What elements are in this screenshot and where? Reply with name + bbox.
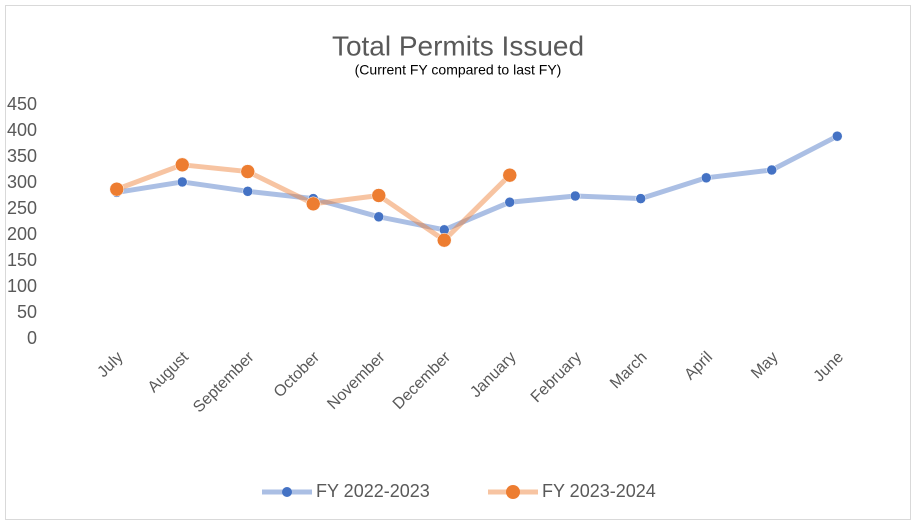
- legend-marker: [282, 487, 292, 497]
- chart-border: [5, 5, 911, 520]
- data-point: [832, 130, 843, 142]
- chart-subtitle: (Current FY compared to last FY): [355, 62, 562, 78]
- data-point: [437, 232, 452, 248]
- y-tick-label: 50: [17, 302, 37, 322]
- data-point: [701, 172, 712, 184]
- y-tick-label: 400: [7, 120, 37, 140]
- data-point: [240, 164, 255, 179]
- data-point: [371, 188, 386, 203]
- data-point: [177, 176, 188, 188]
- y-tick-label: 250: [7, 198, 37, 218]
- y-tick-label: 350: [7, 146, 37, 166]
- data-point: [242, 186, 253, 197]
- data-point: [175, 157, 190, 173]
- data-point: [766, 164, 777, 176]
- chart-title: Total Permits Issued: [332, 30, 584, 61]
- y-tick-label: 0: [27, 328, 37, 348]
- legend-label: FY 2023-2024: [542, 481, 656, 501]
- data-point: [109, 181, 124, 197]
- y-tick-label: 150: [7, 250, 37, 270]
- y-tick-label: 200: [7, 224, 37, 244]
- data-point: [570, 190, 581, 202]
- legend-label: FY 2022-2023: [316, 481, 430, 501]
- y-tick-label: 300: [7, 172, 37, 192]
- data-point: [635, 193, 646, 204]
- y-tick-label: 100: [7, 276, 37, 296]
- data-point: [306, 196, 321, 212]
- series-line: [116, 133, 839, 233]
- legend-marker: [506, 485, 520, 499]
- data-point: [373, 211, 384, 223]
- data-point: [502, 167, 517, 183]
- y-tick-label: 450: [7, 94, 37, 114]
- data-point: [504, 196, 515, 208]
